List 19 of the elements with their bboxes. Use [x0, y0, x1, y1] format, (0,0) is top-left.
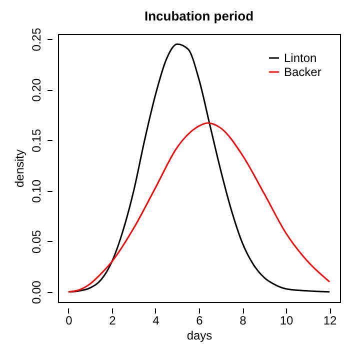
chart-title: Incubation period — [144, 8, 254, 24]
x-tick-label: 2 — [109, 314, 116, 328]
x-tick-label: 6 — [196, 314, 204, 328]
y-tick-label: 0.05 — [30, 230, 44, 254]
legend-label: Backer — [284, 65, 322, 79]
x-tick-label: 4 — [152, 314, 160, 328]
y-tick-label: 0.25 — [30, 28, 44, 52]
x-tick-label: 8 — [240, 314, 247, 328]
legend-label: Linton — [284, 51, 317, 65]
x-tick-label: 10 — [280, 314, 294, 328]
y-axis-title: density — [12, 149, 26, 188]
y-tick-label: 0.10 — [30, 179, 44, 203]
y-tick-label: 0.15 — [30, 128, 44, 152]
x-tick-label: 0 — [66, 314, 73, 328]
y-tick-label: 0.20 — [30, 78, 44, 102]
y-tick-label: 0.00 — [30, 280, 44, 304]
line-series — [68, 122, 330, 293]
x-tick-label: 12 — [323, 314, 338, 328]
x-axis-title: days — [186, 328, 212, 342]
